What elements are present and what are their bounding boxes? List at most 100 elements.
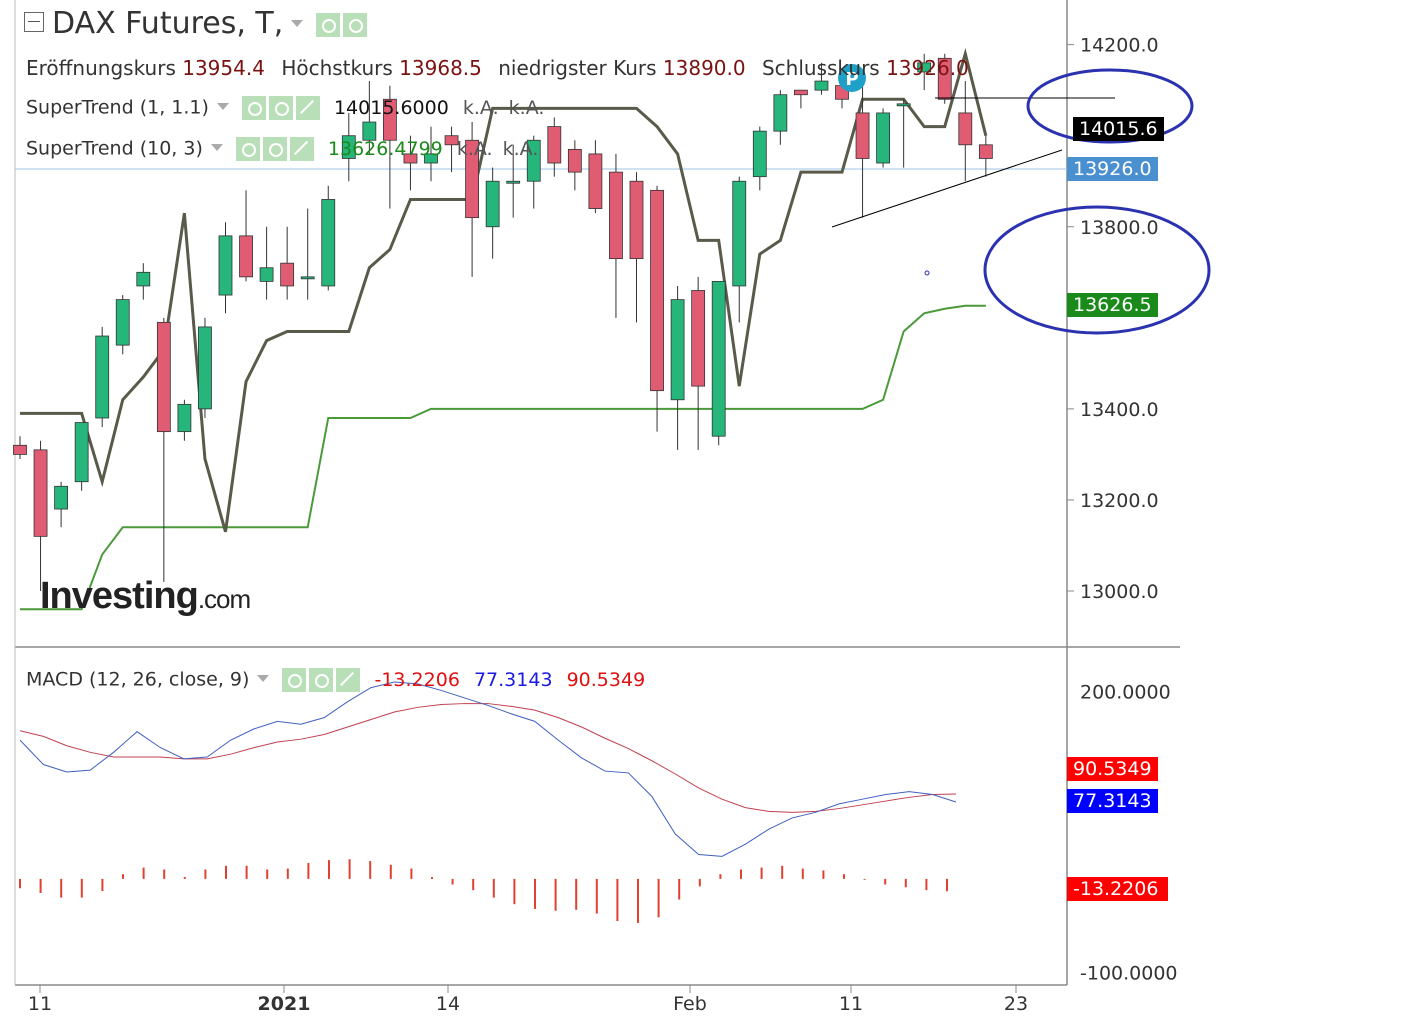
- chevron-down-icon[interactable]: [216, 103, 229, 110]
- macd-pane: [19, 681, 957, 923]
- close-value: 13926.0: [886, 56, 969, 80]
- candle[interactable]: [156, 321, 171, 433]
- candle[interactable]: [732, 180, 747, 287]
- candle[interactable]: [362, 121, 377, 141]
- chevron-down-icon[interactable]: [257, 675, 270, 682]
- candle[interactable]: [506, 180, 521, 184]
- logo-suffix: .com: [197, 584, 251, 614]
- gear-icon[interactable]: [309, 668, 334, 692]
- visibility-icon[interactable]: [282, 668, 307, 692]
- candle[interactable]: [629, 180, 644, 260]
- time-tick-label: 14: [436, 993, 460, 1015]
- visibility-icon[interactable]: [316, 12, 341, 37]
- candle[interactable]: [855, 112, 870, 159]
- time-tick-label: Feb: [673, 993, 707, 1015]
- candle[interactable]: [54, 485, 68, 510]
- open-label: Eröffnungskurs: [26, 56, 176, 80]
- price-tick-label: 13000.0: [1080, 581, 1159, 603]
- candle[interactable]: [403, 153, 418, 164]
- candle[interactable]: [280, 262, 295, 287]
- candle[interactable]: [259, 267, 274, 282]
- time-tick-label: 11: [839, 993, 863, 1015]
- gear-icon[interactable]: [268, 96, 293, 120]
- candle[interactable]: [711, 280, 726, 437]
- pivot-marker-icon[interactable]: [838, 64, 866, 92]
- supertrend2-legend: SuperTrend (10, 3) 13626.4799 k.A. k.A.: [26, 137, 538, 161]
- drawings-group[interactable]: P: [831, 64, 1211, 335]
- candle[interactable]: [13, 444, 27, 455]
- candle[interactable]: [896, 103, 911, 107]
- visibility-icon[interactable]: [241, 96, 266, 120]
- trend-line-drawing[interactable]: [831, 149, 1063, 228]
- macd-tick-label: -100.0000: [1080, 963, 1178, 985]
- time-tick-label: 2021: [258, 993, 311, 1015]
- supertrend1-na1: k.A.: [462, 96, 499, 119]
- close-icon[interactable]: [289, 137, 314, 161]
- close-icon[interactable]: [295, 96, 320, 120]
- ellipse-drawing-top[interactable]: [1026, 68, 1194, 144]
- chart-frame: [14, 0, 1180, 986]
- candle[interactable]: [752, 130, 767, 178]
- candle[interactable]: [588, 153, 603, 209]
- macd-line-value: 77.3143: [473, 668, 553, 691]
- candle[interactable]: [321, 199, 336, 287]
- candle[interactable]: [876, 112, 890, 164]
- candle[interactable]: [814, 80, 829, 91]
- logo-text: Investing: [40, 575, 199, 617]
- candle[interactable]: [547, 126, 562, 164]
- chevron-down-icon[interactable]: [210, 144, 223, 151]
- candle[interactable]: [198, 326, 212, 410]
- macd-signal-value: 90.5349: [566, 668, 646, 691]
- candle[interactable]: [917, 62, 932, 73]
- supertrend2-na1: k.A.: [456, 137, 493, 160]
- candle[interactable]: [300, 276, 315, 280]
- candle[interactable]: [33, 449, 48, 537]
- candle[interactable]: [382, 98, 397, 141]
- candle[interactable]: [773, 94, 788, 132]
- price-tick-label: 13200.0: [1080, 490, 1159, 512]
- candle[interactable]: [958, 112, 973, 146]
- candle[interactable]: [239, 235, 253, 278]
- price-tick-label: 13800.0: [1080, 217, 1159, 239]
- macd-label: MACD (12, 26, close, 9): [26, 668, 250, 691]
- candle[interactable]: [978, 144, 993, 159]
- low-value: 13890.0: [662, 56, 746, 80]
- supertrend2-price-tag: 13626.5: [1067, 293, 1158, 317]
- candle[interactable]: [937, 57, 952, 100]
- ellipse-drawing-bottom[interactable]: [983, 205, 1211, 335]
- macd-line: [19, 681, 957, 857]
- collapse-icon[interactable]: [24, 11, 44, 32]
- supertrend-10-3-line: [20, 304, 986, 611]
- candle[interactable]: [794, 89, 808, 96]
- macd-hist-value: -13.2206: [374, 668, 460, 691]
- candle[interactable]: [218, 235, 233, 296]
- supertrend1-legend: SuperTrend (1, 1.1) 14015.6000 k.A. k.A.: [26, 96, 544, 120]
- candles-group[interactable]: [13, 53, 993, 591]
- candle[interactable]: [74, 422, 89, 483]
- macd-line-price-tag: 77.3143: [1067, 789, 1158, 813]
- supertrend2-label: SuperTrend (10, 3): [26, 137, 203, 160]
- candle[interactable]: [424, 153, 438, 164]
- candle[interactable]: [136, 271, 151, 287]
- candle[interactable]: [177, 403, 192, 433]
- price-tick-label: 13400.0: [1080, 399, 1159, 421]
- chevron-down-icon[interactable]: [291, 19, 304, 27]
- candle[interactable]: [465, 139, 480, 219]
- candle[interactable]: [609, 171, 623, 260]
- candle[interactable]: [341, 135, 356, 159]
- candle[interactable]: [115, 299, 130, 346]
- candle[interactable]: [95, 335, 110, 419]
- candle[interactable]: [567, 148, 582, 173]
- close-icon[interactable]: [336, 668, 361, 692]
- candle[interactable]: [691, 290, 706, 387]
- visibility-icon[interactable]: [235, 137, 260, 161]
- candle[interactable]: [485, 180, 500, 228]
- candle[interactable]: [526, 139, 541, 182]
- gear-icon[interactable]: [262, 137, 287, 161]
- candle[interactable]: [650, 189, 664, 392]
- candle[interactable]: [670, 299, 685, 401]
- supertrend2-value: 13626.4799: [327, 137, 443, 160]
- candle[interactable]: [444, 135, 459, 146]
- gear-icon[interactable]: [343, 12, 368, 37]
